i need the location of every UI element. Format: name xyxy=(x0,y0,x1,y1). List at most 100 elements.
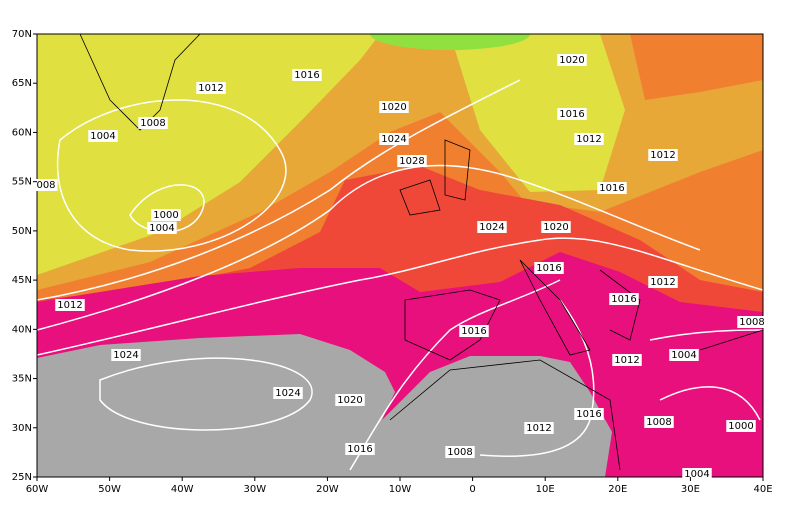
isobar-label: 1016 xyxy=(574,408,604,420)
label-box xyxy=(597,182,627,194)
label-box xyxy=(292,69,322,81)
isobar-label: 1024 xyxy=(111,349,141,361)
isobar-label: 1024 xyxy=(477,221,507,233)
lon-label: 10W xyxy=(389,484,412,495)
isobar-value: 1020 xyxy=(559,55,584,66)
lon-label: 0 xyxy=(469,484,475,495)
label-box xyxy=(459,325,489,337)
lat-label: 65N xyxy=(12,78,32,89)
isobar-label: 1012 xyxy=(612,354,642,366)
isobar-label: 1012 xyxy=(196,82,226,94)
label-box xyxy=(397,155,427,167)
isobar xyxy=(37,79,521,301)
isobar-value: 1012 xyxy=(576,134,601,145)
isobar-label: 1004 xyxy=(669,349,699,361)
isobar-value: 1008 xyxy=(739,317,764,328)
isobar-value: 1000 xyxy=(153,210,178,221)
isobar-label: 1012 xyxy=(648,276,678,288)
isobar-label: 1016 xyxy=(534,262,564,274)
isobar-value: 1016 xyxy=(611,294,636,305)
isobar-value: 1024 xyxy=(275,388,300,399)
lat-label: 70N xyxy=(12,29,32,40)
lon-label: 30W xyxy=(243,484,266,495)
isobar-value: 008 xyxy=(36,180,55,191)
label-box xyxy=(34,179,58,191)
isobar-label: 1016 xyxy=(345,443,375,455)
lat-label: 35N xyxy=(12,374,32,385)
lat-label: 25N xyxy=(12,472,32,483)
lon-label: 20W xyxy=(316,484,339,495)
isobar-value: 1012 xyxy=(57,300,82,311)
region xyxy=(630,34,763,100)
label-box xyxy=(644,416,674,428)
isobar-label: 1016 xyxy=(609,293,639,305)
lat-label: 60N xyxy=(12,127,32,138)
isobar xyxy=(99,357,313,431)
lon-label: 30E xyxy=(681,484,700,495)
isobar-label: 1020 xyxy=(557,54,587,66)
isobar-value: 1020 xyxy=(381,102,406,113)
isobar xyxy=(56,99,287,252)
isobar-value: 1008 xyxy=(140,118,165,129)
isobar-label: 1024 xyxy=(379,133,409,145)
isobar-label: 1012 xyxy=(55,299,85,311)
label-box xyxy=(379,133,409,145)
isobar-value: 1028 xyxy=(399,156,424,167)
isobar xyxy=(649,329,763,421)
isobar-value: 1016 xyxy=(536,263,561,274)
isobar-value: 1016 xyxy=(576,409,601,420)
label-box xyxy=(726,420,756,432)
isobar xyxy=(349,279,561,471)
isobar-value: 1016 xyxy=(559,109,584,120)
isobar-label: 1008 xyxy=(138,117,168,129)
isobar-value: 1016 xyxy=(461,326,486,337)
label-box xyxy=(648,276,678,288)
label-box xyxy=(557,108,587,120)
label-box xyxy=(196,82,226,94)
label-box xyxy=(445,446,475,458)
isobar-label: 1020 xyxy=(335,394,365,406)
label-box xyxy=(151,209,181,221)
lon-label: 10E xyxy=(536,484,555,495)
isobar-label: 1004 xyxy=(88,130,118,142)
isobar-value: 1012 xyxy=(526,423,551,434)
region xyxy=(450,34,625,192)
isobar-value: 1004 xyxy=(149,223,174,234)
isobar-label: 1008 xyxy=(737,316,767,328)
isobar-label: 1024 xyxy=(273,387,303,399)
isobar-value: 1012 xyxy=(650,277,675,288)
lat-label: 30N xyxy=(12,423,32,434)
label-box xyxy=(737,316,767,328)
isobar-label: 008 xyxy=(34,179,58,191)
isobar-label: 1028 xyxy=(397,155,427,167)
lat-label: 50N xyxy=(12,226,32,237)
region xyxy=(370,34,530,50)
isobar-label: 1012 xyxy=(524,422,554,434)
isobar-label: 1012 xyxy=(574,133,604,145)
lon-label: 50W xyxy=(98,484,121,495)
isobar-label: 1008 xyxy=(644,416,674,428)
lon-label: 40W xyxy=(171,484,194,495)
isobar-label: 1020 xyxy=(379,101,409,113)
isobar-value: 1012 xyxy=(650,150,675,161)
label-box xyxy=(609,293,639,305)
isobar-value: 1024 xyxy=(113,350,138,361)
label-box xyxy=(574,133,604,145)
isobar-value: 1008 xyxy=(646,417,671,428)
isobar-label: 1020 xyxy=(541,221,571,233)
isobar-value: 1000 xyxy=(728,421,753,432)
label-box xyxy=(111,349,141,361)
isobar-label: 1008 xyxy=(445,446,475,458)
isobar-value: 1020 xyxy=(337,395,362,406)
isobar xyxy=(37,164,701,331)
label-box xyxy=(541,221,571,233)
label-box xyxy=(88,130,118,142)
isobar-label: 1016 xyxy=(292,69,322,81)
isobar xyxy=(37,237,763,356)
isobar-label: 1016 xyxy=(459,325,489,337)
label-box xyxy=(273,387,303,399)
label-box xyxy=(379,101,409,113)
lon-label: 20E xyxy=(608,484,627,495)
label-box xyxy=(524,422,554,434)
